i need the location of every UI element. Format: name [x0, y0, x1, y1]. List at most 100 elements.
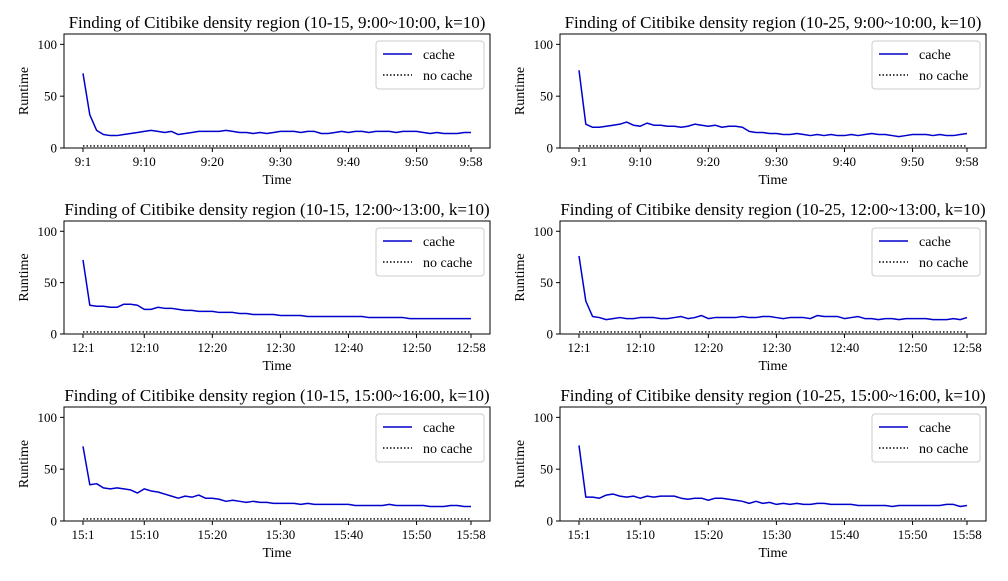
x-tick-label: 15:10 [129, 527, 159, 542]
legend: cache no cache [375, 40, 485, 90]
legend-label: no cache [423, 69, 472, 84]
legend: cache no cache [871, 227, 981, 277]
series-line-cache [82, 73, 471, 137]
x-tick-label: 15:50 [402, 527, 432, 542]
x-axis-label: Time [262, 546, 291, 561]
series-line-cache [578, 445, 968, 508]
x-tick-label: 9:20 [697, 154, 720, 169]
chart-title: Finding of Citibike density region (10-2… [560, 386, 985, 405]
y-tick-label: 0 [51, 514, 58, 529]
x-tick-label: 9:30 [765, 154, 788, 169]
legend-label: cache [423, 235, 455, 250]
x-tick-label: 9:10 [629, 154, 652, 169]
x-tick-label: 12:58 [952, 340, 982, 355]
legend-box [375, 40, 485, 90]
x-tick-label: 12:20 [694, 340, 724, 355]
x-tick-label: 12:50 [898, 340, 928, 355]
y-axis-label: Runtime [17, 67, 32, 115]
x-tick-label: 15:58 [456, 527, 486, 542]
chart-panel-6: Finding of Citibike density region (10-2… [513, 386, 987, 561]
x-tick-label: 12:58 [456, 340, 486, 355]
y-axis-label: Runtime [513, 253, 528, 301]
legend: cache no cache [375, 413, 485, 463]
legend-label: cache [919, 421, 951, 436]
axes-frame [63, 406, 491, 522]
series-line-cache [578, 255, 968, 321]
chart-title: Finding of Citibike density region (10-2… [560, 200, 985, 219]
legend: cache no cache [871, 40, 981, 90]
x-tick-label: 9:58 [459, 154, 482, 169]
y-tick-label: 0 [547, 514, 554, 529]
y-tick-label: 50 [44, 89, 57, 104]
x-tick-label: 9:30 [269, 154, 292, 169]
y-axis-label: Runtime [513, 67, 528, 115]
y-tick-label: 0 [547, 327, 554, 342]
x-axis-label: Time [758, 546, 787, 561]
chart-panel-3: Finding of Citibike density region (10-1… [17, 200, 491, 374]
legend-label: cache [423, 48, 455, 63]
x-tick-label: 9:58 [955, 154, 978, 169]
legend-label: no cache [423, 442, 472, 457]
x-tick-label: 15:40 [334, 527, 364, 542]
x-tick-label: 15:10 [625, 527, 655, 542]
x-axis-label: Time [262, 359, 291, 374]
y-tick-label: 100 [534, 224, 554, 239]
x-tick-label: 15:30 [762, 527, 792, 542]
legend: cache no cache [375, 227, 485, 277]
x-tick-label: 12:1 [567, 340, 590, 355]
legend-label: cache [919, 235, 951, 250]
legend-label: no cache [919, 442, 968, 457]
axes-frame [63, 33, 491, 149]
x-tick-label: 15:58 [952, 527, 982, 542]
chart-title: Finding of Citibike density region (10-1… [69, 13, 486, 32]
y-tick-label: 100 [534, 37, 554, 52]
legend-label: cache [919, 48, 951, 63]
chart-panel-4: Finding of Citibike density region (10-2… [513, 200, 987, 374]
y-tick-label: 50 [540, 462, 553, 477]
x-axis-label: Time [758, 173, 787, 188]
x-tick-label: 12:10 [625, 340, 655, 355]
x-tick-label: 15:20 [198, 527, 228, 542]
x-tick-label: 9:10 [133, 154, 156, 169]
series-line-cache [82, 446, 471, 508]
y-tick-label: 0 [51, 327, 58, 342]
chart-title: Finding of Citibike density region (10-1… [64, 386, 489, 405]
legend-box [871, 413, 981, 463]
series-line-cache [578, 70, 968, 138]
axes-frame [559, 406, 987, 522]
x-tick-label: 12:10 [129, 340, 159, 355]
y-axis-label: Runtime [17, 253, 32, 301]
x-tick-label: 12:40 [830, 340, 860, 355]
legend-box [871, 227, 981, 277]
legend-label: no cache [919, 69, 968, 84]
series-line-cache [82, 259, 471, 320]
x-tick-label: 12:30 [266, 340, 296, 355]
x-tick-label: 15:1 [71, 527, 94, 542]
y-tick-label: 100 [38, 224, 58, 239]
legend-label: no cache [919, 256, 968, 271]
legend: cache no cache [871, 413, 981, 463]
legend-box [375, 413, 485, 463]
x-tick-label: 15:20 [694, 527, 724, 542]
y-tick-label: 50 [44, 462, 57, 477]
y-tick-label: 50 [44, 275, 57, 290]
y-tick-label: 50 [540, 275, 553, 290]
x-tick-label: 9:1 [571, 154, 588, 169]
chart-panel-5: Finding of Citibike density region (10-1… [17, 386, 491, 561]
y-tick-label: 100 [38, 37, 58, 52]
y-tick-label: 100 [38, 410, 58, 425]
x-tick-label: 12:1 [71, 340, 94, 355]
y-tick-label: 50 [540, 89, 553, 104]
legend-box [375, 227, 485, 277]
x-axis-label: Time [758, 359, 787, 374]
x-tick-label: 12:20 [198, 340, 228, 355]
axes-frame [63, 220, 491, 335]
x-axis-label: Time [262, 173, 291, 188]
axes-frame [559, 220, 987, 335]
x-tick-label: 12:40 [334, 340, 364, 355]
y-tick-label: 0 [51, 141, 58, 156]
x-tick-label: 9:40 [337, 154, 360, 169]
legend-label: cache [423, 421, 455, 436]
legend-label: no cache [423, 256, 472, 271]
y-tick-label: 0 [547, 141, 554, 156]
